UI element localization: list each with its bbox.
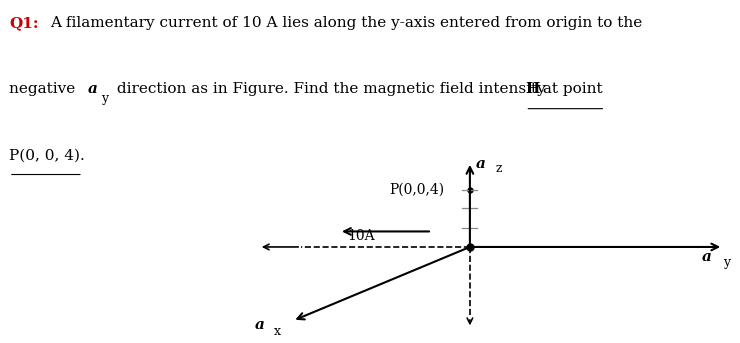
Text: negative: negative: [9, 82, 80, 96]
Text: P(0,0,4): P(0,0,4): [390, 183, 445, 197]
Text: a: a: [255, 318, 264, 332]
Text: A filamentary current of 10 A lies along the y-axis entered from origin to the: A filamentary current of 10 A lies along…: [50, 16, 642, 31]
Text: direction as in Figure. Find the magnetic field intensity: direction as in Figure. Find the magneti…: [112, 82, 551, 96]
Text: P(0, 0, 4).: P(0, 0, 4).: [9, 148, 84, 162]
Text: y: y: [723, 256, 730, 269]
Text: x: x: [274, 325, 281, 338]
Text: at point: at point: [538, 82, 602, 96]
Text: 10A: 10A: [348, 229, 375, 243]
Text: H: H: [525, 82, 539, 96]
Text: Q1:: Q1:: [9, 16, 38, 31]
Text: a: a: [87, 82, 97, 96]
Text: z: z: [495, 162, 502, 175]
Text: y: y: [101, 92, 108, 105]
Text: a: a: [702, 250, 712, 264]
Text: a: a: [476, 157, 485, 171]
